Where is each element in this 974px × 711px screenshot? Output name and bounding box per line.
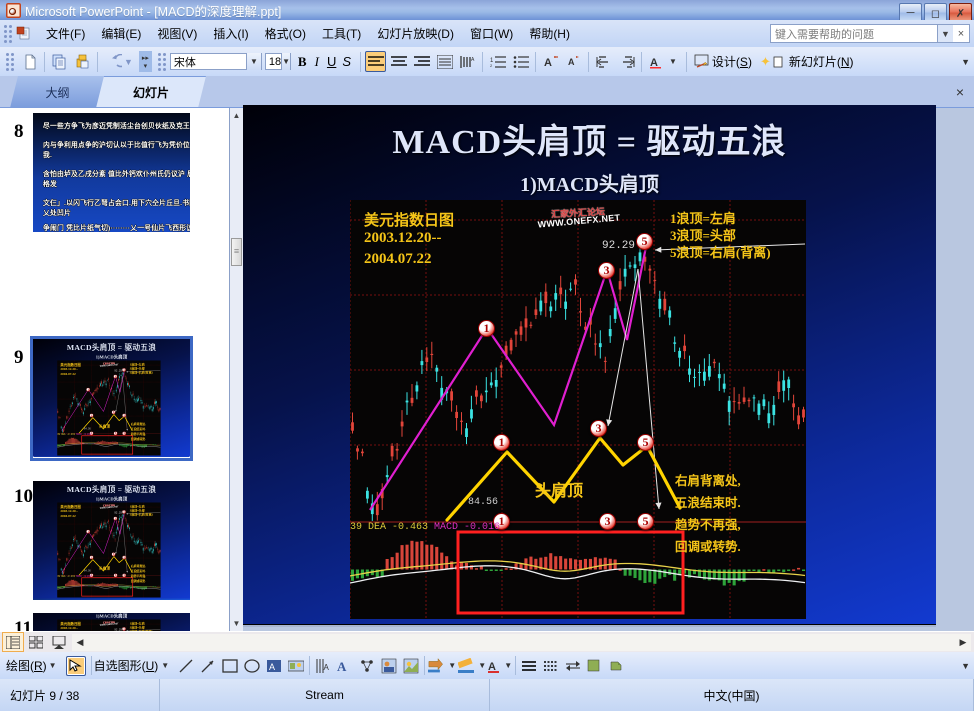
svg-text:A: A xyxy=(337,659,347,674)
svg-text:A: A xyxy=(568,57,575,67)
svg-text:A: A xyxy=(544,57,552,69)
svg-text:A: A xyxy=(269,662,275,672)
svg-text:A: A xyxy=(471,57,475,63)
svg-text:A: A xyxy=(324,663,330,672)
